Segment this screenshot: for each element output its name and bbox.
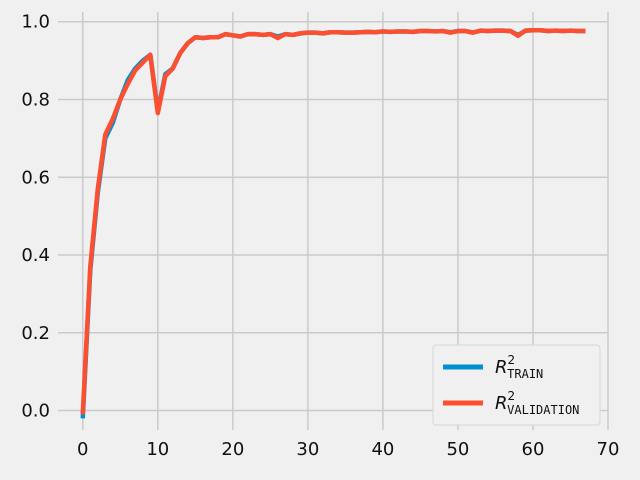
x-tick-label-10: 10 <box>146 439 169 460</box>
grid <box>58 12 609 430</box>
legend: R2 TRAIN R2 VALIDATION <box>432 344 601 426</box>
y-tick-label-0.6: 0.6 <box>21 167 50 188</box>
legend-label-train: R2 TRAIN <box>495 353 543 381</box>
y-tick-label-1.0: 1.0 <box>21 12 50 33</box>
x-tick-labels: 0 10 20 30 40 50 60 70 <box>77 439 619 460</box>
y-tick-label-0.2: 0.2 <box>21 323 50 344</box>
legend-label-train-sup: 2 <box>508 353 516 367</box>
legend-label-validation-sub: VALIDATION <box>507 403 579 417</box>
x-tick-label-20: 20 <box>221 439 244 460</box>
y-tick-label-0.8: 0.8 <box>21 89 50 110</box>
legend-label-train-sub: TRAIN <box>507 367 543 381</box>
x-tick-label-70: 70 <box>597 439 620 460</box>
legend-label-train-base: R <box>495 357 508 378</box>
x-tick-label-40: 40 <box>371 439 394 460</box>
y-tick-label-0.4: 0.4 <box>21 245 50 266</box>
legend-label-validation: R2 VALIDATION <box>495 389 579 417</box>
x-tick-label-30: 30 <box>296 439 319 460</box>
y-tick-labels: 0.0 0.2 0.4 0.6 0.8 1.0 <box>21 12 50 422</box>
x-tick-label-0: 0 <box>77 439 88 460</box>
series-line-validation <box>80 28 586 415</box>
x-tick-label-50: 50 <box>446 439 469 460</box>
y-tick-label-0.0: 0.0 <box>21 401 50 422</box>
x-tick-label-60: 60 <box>522 439 545 460</box>
legend-label-validation-base: R <box>495 393 508 414</box>
series-lines <box>80 28 586 419</box>
legend-label-validation-sup: 2 <box>508 389 516 403</box>
